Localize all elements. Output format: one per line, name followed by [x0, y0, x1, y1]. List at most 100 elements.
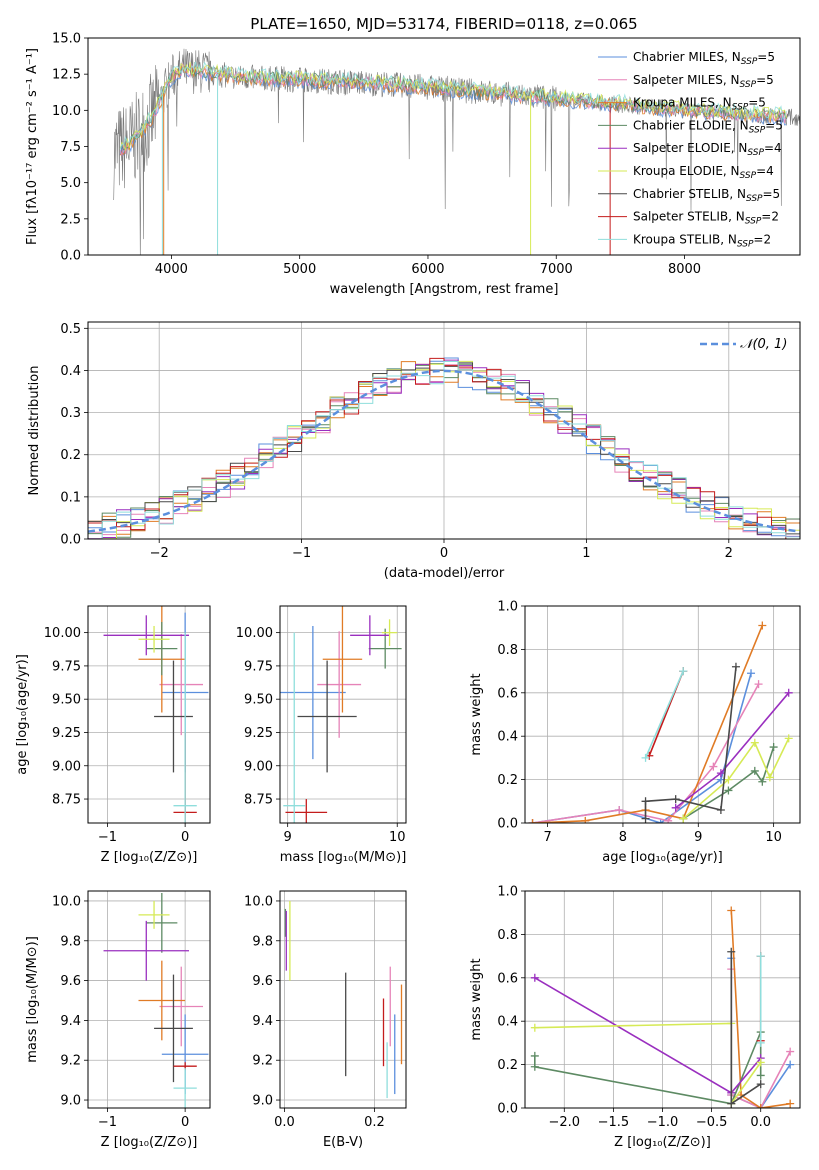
weight-vs-Z-frame [524, 890, 801, 1109]
legend-label: Chabrier MILES, NSSP=5 [633, 50, 775, 67]
weight-vs-age-ytick-label: 0.0 [497, 817, 518, 832]
age-vs-mass-ytick-label: 9.00 [244, 759, 273, 774]
weight-series-line [730, 910, 791, 1108]
age-vs-Z-ylabel: age [log₁₀(age/yr)] [15, 654, 30, 775]
weight-marker [530, 973, 539, 982]
mass-vs-ebv-ytick-label: 9.0 [252, 1094, 273, 1109]
weight-marker [716, 805, 725, 814]
residuals-ytick-label: 0.2 [60, 448, 81, 463]
spectrum-xlabel: wavelength [Angstrom, rest frame] [330, 282, 559, 297]
weight-marker [750, 766, 759, 775]
weight-vs-Z-ylabel: mass weight [469, 958, 484, 1040]
weight-vs-age-ytick-label: 0.6 [497, 686, 518, 701]
spectrum-legend: Chabrier MILES, NSSP=5 Salpeter MILES, NS… [598, 50, 783, 249]
weight-vs-age-frame [524, 605, 801, 824]
weight-vs-age-xlabel: age [log₁₀(age/yr)] [602, 850, 723, 865]
spectrum-xtick-label: 7000 [540, 262, 573, 277]
weight-vs-age-xtick-label: 10 [765, 830, 782, 845]
legend-label: Kroupa MILES, NSSP=5 [633, 96, 766, 113]
weight-vs-Z-ytick-label: 0.2 [497, 1058, 518, 1073]
weight-marker [679, 814, 688, 823]
residuals-ytick-label: 0.1 [60, 490, 81, 505]
normal-legend-label: 𝒩(0, 1) [740, 337, 787, 352]
mass-vs-Z-ylabel: mass [log₁₀(M/M⊙)] [25, 936, 40, 1063]
spectrum-panel: 4000 5000 6000 7000 8000 0.0 2.5 5.0 7.5 10.0 12.5… [25, 32, 801, 297]
age-vs-Z-frame [87, 605, 211, 824]
weight-vs-Z-ytick-label: 0.8 [497, 928, 518, 943]
spectrum-plot-area [113, 48, 800, 255]
mass-vs-ebv-xtick-label: 0.2 [364, 1115, 385, 1130]
residuals-ytick-label: 0.4 [60, 364, 81, 379]
age-vs-Z-xtick-label: 0 [181, 830, 189, 845]
weight-marker [530, 1023, 539, 1032]
weight-marker [679, 667, 688, 676]
weight-marker [671, 803, 680, 812]
weight-marker [727, 1099, 736, 1108]
legend-label: Chabrier STELIB, NSSP=5 [633, 187, 780, 204]
residuals-legend: 𝒩(0, 1) [700, 337, 787, 352]
spectrum-model-line [119, 61, 787, 150]
residuals-panel: −2 −1 0 1 2 0.0 0.1 0.2 0.3 0.4 0.5 (data-model)/er… [27, 321, 801, 581]
residuals-ytick-label: 0.3 [60, 406, 81, 421]
residuals-ytick-label: 0.0 [60, 533, 81, 548]
mass-vs-Z-xtick-label: −1 [98, 1115, 117, 1130]
figure-title: PLATE=1650, MJD=53174, FIBERID=0118, z=0… [250, 15, 637, 33]
spectrum-ylabel: Flux [fλ10⁻¹⁷ erg cm⁻² s⁻¹ A⁻¹] [25, 48, 40, 245]
mass-vs-ebv-xtick-label: 0.0 [274, 1115, 295, 1130]
weight-marker [756, 1080, 765, 1089]
weight-marker [530, 1051, 539, 1060]
weight-marker [750, 738, 759, 747]
weight-marker [756, 1104, 765, 1108]
weight-vs-Z-xtick-label: −1.0 [647, 1115, 679, 1130]
residuals-xtick-label: 2 [725, 546, 733, 561]
mass-vs-Z-frame [87, 890, 211, 1109]
mass-vs-Z-ytick-label: 10.0 [52, 894, 81, 909]
age-vs-mass-xtick-label: 9 [284, 830, 292, 845]
age-vs-mass-plot-area [280, 606, 402, 823]
weight-marker [656, 819, 665, 823]
histogram-step [88, 361, 800, 539]
mass-vs-ebv-frame [279, 890, 407, 1109]
weight-vs-Z-panel: −2.0 −1.5 −1.0 −0.5 0.0 0.0 0.2 0.4 0.6 0.8 1.0 Z [… [469, 885, 801, 1150]
age-vs-Z-ytick-label: 9.75 [52, 659, 81, 674]
weight-marker [727, 906, 736, 915]
weight-vs-Z-xtick-label: −1.5 [598, 1115, 630, 1130]
weight-vs-Z-ytick-label: 0.6 [497, 971, 518, 986]
age-vs-Z-xtick-label: −1 [98, 830, 117, 845]
spectrum-ytick-label: 7.5 [60, 140, 81, 155]
residuals-ylabel: Normed distribution [27, 366, 42, 496]
spectrum-xtick-label: 8000 [668, 262, 701, 277]
residuals-xtick-label: −1 [292, 546, 311, 561]
residuals-xlabel: (data-model)/error [384, 566, 505, 581]
weight-vs-Z-xtick-label: 0.0 [750, 1115, 771, 1130]
spectrum-ytick-label: 2.5 [60, 212, 81, 227]
weight-vs-age-ylabel: mass weight [469, 673, 484, 755]
mass-vs-ebv-ytick-label: 10.0 [244, 894, 273, 909]
age-vs-mass-ytick-label: 10.00 [236, 626, 273, 641]
weight-marker [716, 769, 725, 778]
age-vs-Z-ytick-label: 9.00 [52, 759, 81, 774]
weight-marker [747, 669, 756, 678]
age-vs-Z-plot-area [103, 606, 209, 823]
residuals-xtick-label: 1 [582, 546, 590, 561]
age-vs-mass-frame [279, 605, 407, 824]
weight-marker [641, 797, 650, 806]
mass-vs-Z-ytick-label: 9.0 [60, 1094, 81, 1109]
normal-curve [88, 369, 800, 533]
weight-marker [709, 762, 718, 771]
weight-vs-age-xtick-label: 8 [619, 830, 627, 845]
weight-vs-Z-xlabel: Z [log₁₀(Z/Z⊙)] [614, 1135, 711, 1150]
age-vs-mass-ytick-label: 9.50 [244, 693, 273, 708]
age-vs-mass-xlabel: mass [log₁₀(M/M⊙)] [280, 850, 407, 865]
mass-vs-ebv-ytick-label: 9.6 [252, 974, 273, 989]
weight-marker [727, 947, 736, 956]
legend-label: Chabrier ELODIE, NSSP=5 [633, 118, 783, 135]
weight-vs-age-ytick-label: 1.0 [497, 600, 518, 615]
mass-vs-ebv-panel: 0.0 0.2 9.0 9.2 9.4 9.6 9.8 10.0 E(B-V) [244, 890, 407, 1150]
age-vs-Z-ytick-label: 8.75 [52, 793, 81, 808]
weight-marker [615, 805, 624, 814]
weight-vs-Z-plot-area [530, 906, 795, 1108]
mass-vs-Z-panel: −1 0 9.0 9.2 9.4 9.6 9.8 10.0 Z [log₁₀(Z/Z⊙)] mas… [25, 890, 211, 1150]
weight-vs-Z-xtick-label: −2.0 [548, 1115, 580, 1130]
